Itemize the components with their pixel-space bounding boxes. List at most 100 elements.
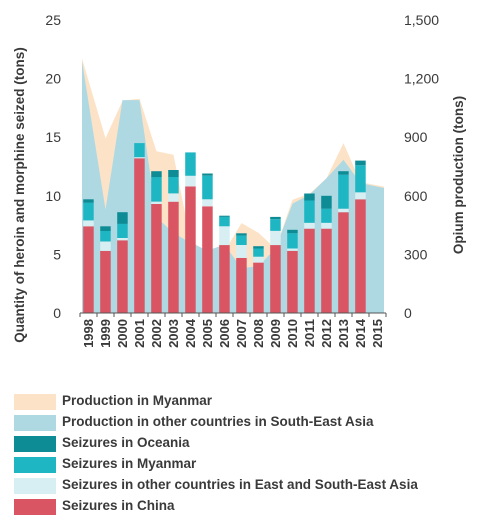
x-tick-label-2007: 2007 [234, 319, 249, 348]
bar-seizures-in-china-2009 [270, 245, 281, 313]
right-tick-label-300: 300 [404, 246, 428, 262]
right-tick-label-600: 600 [404, 188, 428, 204]
left-axis-label: Quantity of heroin and morphine seized (… [12, 47, 27, 343]
x-tick-label-2001: 2001 [132, 319, 147, 348]
bar-seizures-in-myanmar-2001 [134, 143, 145, 158]
bar-seizures-in-china-2008 [253, 262, 264, 313]
legend-label: Seizures in other countries in East and … [62, 477, 418, 492]
left-tick-label-25: 25 [45, 12, 61, 28]
bar-seizures-in-china-2001 [134, 158, 145, 313]
legend-label: Production in Myanmar [62, 393, 213, 408]
left-tick-label-20: 20 [45, 71, 61, 87]
legend-item-seizures-china: Seizures in China [14, 497, 479, 518]
bar-seizures-in-china-1999 [100, 250, 111, 313]
x-tick-label-2000: 2000 [115, 319, 130, 348]
x-tick-label-2014: 2014 [353, 318, 368, 348]
x-tick-label-2003: 2003 [166, 319, 181, 348]
bar-seizures-in-china-2011 [304, 228, 315, 313]
bar-seizures-in-other-countries-in-east-and-south-east-asia-2000 [117, 238, 128, 241]
bar-seizures-in-china-2014 [355, 199, 366, 313]
legend-swatch [14, 436, 56, 452]
bar-seizures-in-oceania-2014 [355, 160, 366, 166]
bar-seizures-in-myanmar-2003 [168, 177, 179, 194]
bar-seizures-in-china-2000 [117, 240, 128, 313]
bar-seizures-in-other-countries-in-east-and-south-east-asia-2010 [287, 248, 298, 251]
legend-item-seizures-oceania: Seizures in Oceania [14, 434, 479, 455]
bar-seizures-in-oceania-2002 [151, 171, 162, 178]
bar-seizures-in-other-countries-in-east-and-south-east-asia-2011 [304, 222, 315, 229]
right-tick-label-0: 0 [404, 305, 412, 321]
right-tick-label-1-500: 1,500 [404, 12, 439, 28]
bar-seizures-in-other-countries-in-east-and-south-east-asia-2002 [151, 201, 162, 204]
x-tick-label-2015: 2015 [370, 319, 385, 348]
bar-seizures-in-other-countries-in-east-and-south-east-asia-2006 [219, 226, 230, 246]
x-tick-label-2002: 2002 [149, 319, 164, 348]
bar-seizures-in-oceania-2007 [236, 233, 247, 236]
bar-seizures-in-china-2010 [287, 250, 298, 313]
bar-seizures-in-oceania-2005 [202, 173, 213, 176]
bar-seizures-in-other-countries-in-east-and-south-east-asia-2013 [338, 208, 349, 213]
bar-seizures-in-other-countries-in-east-and-south-east-asia-2005 [202, 199, 213, 207]
bar-seizures-in-oceania-2003 [168, 170, 179, 177]
legend-swatch [14, 499, 56, 515]
bar-seizures-in-oceania-2009 [270, 216, 281, 220]
left-tick-label-10: 10 [45, 188, 61, 204]
bar-seizures-in-china-2002 [151, 204, 162, 313]
bar-seizures-in-myanmar-2014 [355, 165, 366, 193]
right-tick-label-900: 900 [404, 129, 428, 145]
bar-seizures-in-myanmar-2012 [321, 208, 332, 223]
bar-seizures-in-myanmar-2000 [117, 223, 128, 238]
bar-seizures-in-china-2003 [168, 201, 179, 313]
bar-seizures-in-myanmar-2013 [338, 174, 349, 209]
legend-swatch [14, 457, 56, 473]
legend-item-production-other-sea: Production in other countries in South-E… [14, 413, 479, 434]
bar-seizures-in-oceania-2010 [287, 229, 298, 234]
left-tick-label-0: 0 [53, 305, 61, 321]
bar-seizures-in-other-countries-in-east-and-south-east-asia-1999 [100, 241, 111, 251]
bar-seizures-in-myanmar-1999 [100, 231, 111, 242]
bar-seizures-in-other-countries-in-east-and-south-east-asia-2008 [253, 256, 264, 263]
bar-seizures-in-china-2004 [185, 186, 196, 313]
x-tick-label-2010: 2010 [285, 319, 300, 348]
x-tick-label-2004: 2004 [183, 318, 198, 348]
x-tick-label-2011: 2011 [302, 319, 317, 347]
bar-seizures-in-other-countries-in-east-and-south-east-asia-2012 [321, 222, 332, 229]
bar-seizures-in-myanmar-1998 [83, 202, 94, 221]
bar-seizures-in-oceania-2013 [338, 171, 349, 175]
bar-seizures-in-china-2012 [321, 228, 332, 313]
bar-seizures-in-oceania-1998 [83, 199, 94, 203]
legend-label: Seizures in China [62, 498, 175, 513]
right-axis-label: Opium production (tons) [451, 96, 466, 254]
bar-seizures-in-myanmar-2008 [253, 248, 264, 257]
bar-seizures-in-other-countries-in-east-and-south-east-asia-1998 [83, 220, 94, 227]
bar-seizures-in-other-countries-in-east-and-south-east-asia-2001 [134, 157, 145, 159]
bar-seizures-in-myanmar-2009 [270, 219, 281, 231]
legend-item-production-myanmar: Production in Myanmar [14, 392, 479, 413]
x-tick-label-2005: 2005 [200, 319, 215, 348]
bar-seizures-in-other-countries-in-east-and-south-east-asia-2009 [270, 231, 281, 246]
bar-seizures-in-myanmar-2005 [202, 175, 213, 200]
bar-seizures-in-china-2007 [236, 257, 247, 313]
x-tick-label-2013: 2013 [336, 319, 351, 348]
bar-seizures-in-china-2013 [338, 212, 349, 313]
legend-swatch [14, 394, 56, 410]
legend-label: Seizures in Myanmar [62, 456, 197, 471]
bar-layer [83, 143, 366, 313]
bar-seizures-in-china-2006 [219, 245, 230, 313]
bar-seizures-in-oceania-2012 [321, 195, 332, 209]
bar-seizures-in-oceania-2006 [219, 215, 230, 217]
legend-item-seizures-other-east-sea: Seizures in other countries in East and … [14, 476, 479, 497]
legend-label: Seizures in Oceania [62, 435, 190, 450]
bar-seizures-in-oceania-2000 [117, 212, 128, 224]
bar-seizures-in-oceania-1999 [100, 226, 111, 231]
bar-seizures-in-oceania-2011 [304, 193, 315, 201]
chart: 1998 1999 2000 2001 2002 2003 2004 2005 2006 2007… [12, 12, 466, 348]
bar-seizures-in-china-2005 [202, 206, 213, 313]
bar-seizures-in-myanmar-2007 [236, 235, 247, 245]
bar-seizures-in-other-countries-in-east-and-south-east-asia-2007 [236, 245, 247, 258]
x-tick-label-2008: 2008 [251, 319, 266, 348]
bar-seizures-in-other-countries-in-east-and-south-east-asia-2003 [168, 193, 179, 202]
legend: Production in Myanmar Production in othe… [14, 392, 479, 518]
bar-seizures-in-other-countries-in-east-and-south-east-asia-2004 [185, 175, 196, 187]
legend-item-seizures-myanmar: Seizures in Myanmar [14, 455, 479, 476]
